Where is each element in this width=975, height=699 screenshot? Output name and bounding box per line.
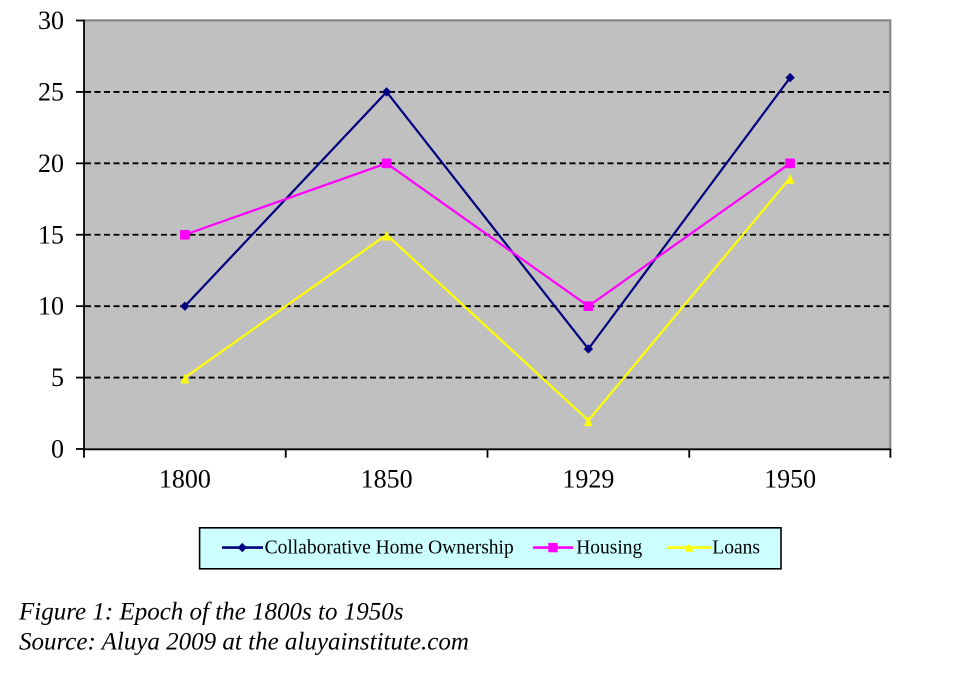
svg-text:1850: 1850 xyxy=(361,464,413,493)
svg-text:30: 30 xyxy=(38,6,64,35)
svg-text:25: 25 xyxy=(38,77,64,106)
svg-text:Loans: Loans xyxy=(712,538,760,559)
svg-text:1800: 1800 xyxy=(159,464,211,493)
svg-text:1950: 1950 xyxy=(764,464,816,493)
svg-text:Source: Aluya 2009 at the aluy: Source: Aluya 2009 at the aluyainstitute… xyxy=(19,628,469,655)
svg-text:5: 5 xyxy=(51,363,64,392)
svg-text:Figure 1: Epoch of the 1800s t: Figure 1: Epoch of the 1800s to 1950s xyxy=(18,599,403,626)
svg-text:1929: 1929 xyxy=(562,464,614,493)
svg-text:0: 0 xyxy=(51,435,64,464)
svg-text:20: 20 xyxy=(38,149,64,178)
svg-text:Housing: Housing xyxy=(576,538,642,559)
svg-text:10: 10 xyxy=(38,292,64,321)
svg-text:15: 15 xyxy=(38,220,64,249)
svg-text:Collaborative Home Ownership: Collaborative Home Ownership xyxy=(265,538,514,559)
